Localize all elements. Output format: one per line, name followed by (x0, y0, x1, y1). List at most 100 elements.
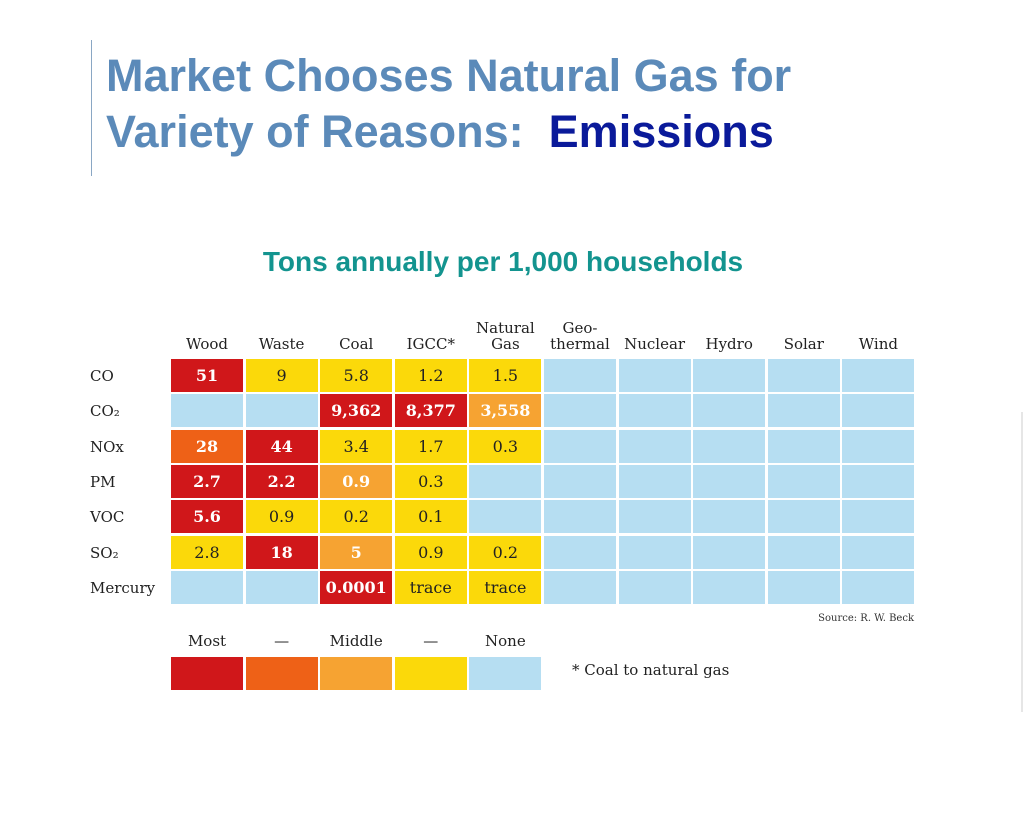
column-header-text: Geo- (562, 319, 598, 337)
column-header: Hydro (692, 310, 766, 356)
table-cell: 8,377 (394, 394, 467, 428)
table-cell (544, 429, 616, 463)
table-cell (842, 500, 915, 534)
table-cell (842, 429, 915, 463)
title-line-2: Variety of Reasons: (106, 106, 524, 157)
table-cell: 2.2 (245, 464, 318, 498)
table-cell: 0.9 (245, 500, 318, 534)
table-cell: 0.9 (320, 464, 393, 498)
column-header: Geo-thermal (543, 310, 617, 356)
table-cell (693, 464, 766, 498)
table-cell (767, 464, 840, 498)
table-cell: 5.6 (171, 500, 243, 534)
row-label: CO₂ (90, 402, 120, 421)
column-header-text: Nuclear (624, 335, 686, 353)
table-cell: 2.8 (171, 535, 243, 569)
table-cell: trace (469, 570, 542, 604)
table-cell (618, 570, 691, 604)
legend-label: None (485, 632, 526, 650)
table-cell: 51 (171, 359, 243, 392)
table-cell (767, 429, 840, 463)
table-cell: 5.8 (320, 359, 393, 392)
table-cell: 1.5 (469, 359, 542, 392)
table-cell: 3,558 (469, 394, 542, 428)
table-cell (767, 570, 840, 604)
table-cell (842, 359, 915, 392)
legend-label: — (423, 632, 439, 650)
table-cell (693, 570, 766, 604)
table-cell: 2.7 (171, 464, 243, 498)
table-cell: 0.2 (469, 535, 542, 569)
column-header: Nuclear (618, 310, 692, 356)
slide-title: Market Chooses Natural Gas for Variety o… (106, 48, 791, 160)
column-header: IGCC* (394, 310, 468, 356)
column-header: Solar (767, 310, 841, 356)
column-header: Wind (841, 310, 915, 356)
table-cell (469, 464, 542, 498)
legend-label: Middle (329, 632, 383, 650)
column-header-text: Wood (185, 335, 229, 353)
table-cell (544, 394, 616, 428)
table-cell (618, 394, 691, 428)
table-cell (618, 500, 691, 534)
table-cell (618, 429, 691, 463)
source-note: Source: R. W. Beck (818, 613, 914, 624)
table-cell (544, 464, 616, 498)
title-line-1: Market Chooses Natural Gas for (106, 50, 792, 101)
column-header: Waste (245, 310, 319, 356)
table-cell (544, 535, 616, 569)
table-cell (544, 570, 616, 604)
column-header-text: Solar (783, 335, 824, 353)
table-cell (693, 535, 766, 569)
table-cell (618, 535, 691, 569)
table-cell: 1.7 (394, 429, 467, 463)
title-emphasis: Emissions (548, 106, 774, 157)
legend-swatch (469, 657, 542, 690)
table-cell (469, 500, 542, 534)
column-header-text: Gas (491, 335, 520, 353)
table-subtitle: Tons annually per 1,000 households (262, 246, 744, 277)
table-cell (544, 500, 616, 534)
table-cell (171, 394, 243, 428)
table-cell: 3.4 (320, 429, 393, 463)
table-cell: 0.0001 (320, 570, 393, 604)
row-label: PM (90, 472, 116, 491)
table-cell (171, 570, 243, 604)
table-cell (618, 359, 691, 392)
table-cell: 18 (245, 535, 318, 569)
table-cell: 0.1 (394, 500, 467, 534)
table-cell (245, 394, 318, 428)
table-cell: 0.3 (394, 464, 467, 498)
column-header-text: IGCC* (406, 335, 455, 353)
column-header: Natural Gas (468, 310, 542, 356)
table-cell: trace (394, 570, 467, 604)
column-header-text: Coal (339, 335, 374, 353)
legend-label: Most (187, 632, 227, 650)
table-cell (693, 429, 766, 463)
table-cell (245, 570, 318, 604)
table-cell (618, 464, 691, 498)
table-cell (842, 394, 915, 428)
legend-label: — (274, 632, 290, 650)
table-cell: 44 (245, 429, 318, 463)
legend-swatch (394, 657, 467, 690)
column-header-text: thermal (550, 335, 610, 353)
table-cell (767, 535, 840, 569)
table-cell: 0.9 (394, 535, 467, 569)
table-cell: 9,362 (320, 394, 393, 428)
row-label: CO (90, 367, 114, 385)
table-cell: 28 (171, 429, 243, 463)
table-cell (842, 464, 915, 498)
title-accent-line (91, 40, 92, 176)
column-header-text: Waste (258, 335, 305, 353)
slide-edge-mark (1021, 412, 1023, 712)
legend-swatch (245, 657, 318, 690)
table-cell (767, 359, 840, 392)
table-cell (842, 535, 915, 569)
row-label: NOx (90, 437, 124, 456)
table-cell: 1.2 (394, 359, 467, 392)
table-cell (842, 570, 915, 604)
column-header-text: Wind (858, 335, 898, 353)
table-cell (693, 359, 766, 392)
table-cell: 9 (245, 359, 318, 392)
